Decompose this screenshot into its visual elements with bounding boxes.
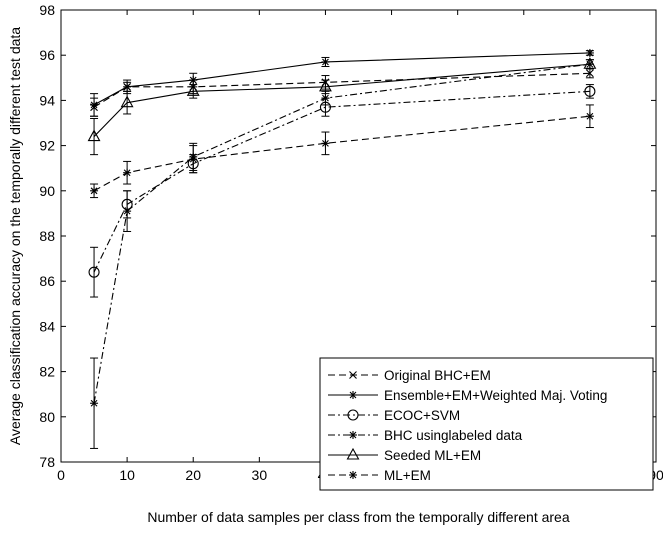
marker-stroke <box>349 371 357 379</box>
data-point <box>123 82 132 91</box>
marker-circle <box>88 266 100 278</box>
marker-circle <box>584 85 596 97</box>
y-tick-label: 80 <box>39 409 55 425</box>
legend-entry: Ensemble+EM+Weighted Maj. Voting <box>328 388 607 403</box>
legend: Original BHC+EM Ensemble+EM+Weighted Maj.… <box>319 357 654 491</box>
legend-marker <box>349 371 357 379</box>
marker-triangle <box>346 447 360 460</box>
data-point <box>88 266 100 278</box>
legend-label: ML+EM <box>384 468 431 483</box>
x-tick-label: 10 <box>119 467 135 483</box>
data-point <box>189 155 198 164</box>
marker-triangle <box>583 57 597 69</box>
marker-stroke <box>586 69 594 78</box>
marker-stroke <box>322 94 329 102</box>
legend-entry: ML+EM <box>328 468 431 483</box>
legend-label: Original BHC+EM <box>384 368 491 383</box>
y-tick-label: 94 <box>39 92 55 108</box>
legend-marker <box>349 431 357 439</box>
marker-circle <box>347 409 359 421</box>
marker-stroke <box>349 471 357 479</box>
data-point <box>123 168 132 177</box>
series-layer <box>87 48 597 449</box>
marker-stroke <box>586 49 594 57</box>
y-axis-label: Average classification accuracy on the t… <box>7 27 23 445</box>
x-tick-label: 30 <box>252 467 268 483</box>
data-point <box>87 129 101 142</box>
data-point <box>319 79 332 92</box>
y-tick-label: 78 <box>39 454 55 470</box>
data-point <box>120 95 134 108</box>
y-tick-label: 84 <box>39 318 55 334</box>
data-point <box>586 69 594 78</box>
y-tick-label: 96 <box>39 47 55 63</box>
y-tick-label: 86 <box>39 273 55 289</box>
data-point <box>321 57 330 66</box>
marker-stroke <box>586 112 594 120</box>
error-bar <box>123 90 132 115</box>
marker-triangle <box>120 95 134 108</box>
y-tick-label: 88 <box>39 228 55 244</box>
x-axis-label: Number of data samples per class from th… <box>147 509 569 525</box>
data-point <box>583 57 597 69</box>
marker-stroke <box>123 83 131 91</box>
legend-label: Seeded ML+EM <box>384 448 481 463</box>
series-2 <box>90 48 594 117</box>
legend-entry: Original BHC+EM <box>328 368 491 383</box>
y-tick-label: 92 <box>39 138 55 154</box>
marker-stroke <box>349 431 357 439</box>
data-point <box>585 48 594 57</box>
marker-stroke <box>123 207 131 215</box>
x-tick-label: 20 <box>185 467 201 483</box>
data-point <box>584 85 596 97</box>
series-5 <box>87 57 597 156</box>
x-tick-label: 0 <box>57 467 65 483</box>
y-tick-label: 98 <box>39 2 55 18</box>
marker-stroke <box>349 391 357 399</box>
marker-stroke <box>189 155 197 163</box>
legend-marker <box>347 409 359 421</box>
data-point <box>186 84 200 96</box>
legend-marker <box>346 447 360 460</box>
legend-label: BHC usinglabeled data <box>384 428 523 443</box>
y-tick-label: 82 <box>39 364 55 380</box>
legend-entry: ECOC+SVM <box>328 408 460 423</box>
data-point <box>90 186 99 195</box>
marker-stroke <box>90 101 98 109</box>
legend-marker <box>349 471 357 479</box>
error-bar <box>90 117 99 156</box>
legend-entry: Seeded ML+EM <box>328 447 481 463</box>
marker-stroke <box>123 169 131 177</box>
data-point <box>585 112 594 121</box>
data-point <box>321 139 330 148</box>
legend-marker <box>349 391 357 399</box>
marker-triangle <box>319 79 332 92</box>
legend-entry: BHC usinglabeled data <box>328 428 523 443</box>
data-point <box>90 399 99 408</box>
data-point <box>123 207 132 216</box>
legend-label: ECOC+SVM <box>384 408 460 423</box>
marker-triangle <box>87 129 101 142</box>
data-point <box>90 100 99 109</box>
marker-stroke <box>90 399 98 407</box>
marker-stroke <box>322 139 329 147</box>
marker-stroke <box>90 187 98 195</box>
data-point <box>321 94 330 103</box>
data-point <box>189 76 198 85</box>
marker-stroke <box>189 76 197 84</box>
legend-label: Ensemble+EM+Weighted Maj. Voting <box>384 388 607 403</box>
series-6 <box>90 104 594 199</box>
marker-stroke <box>322 58 329 66</box>
legend-box <box>319 357 654 491</box>
marker-triangle <box>186 84 200 96</box>
y-tick-label: 90 <box>39 183 55 199</box>
error-bar <box>90 246 99 298</box>
